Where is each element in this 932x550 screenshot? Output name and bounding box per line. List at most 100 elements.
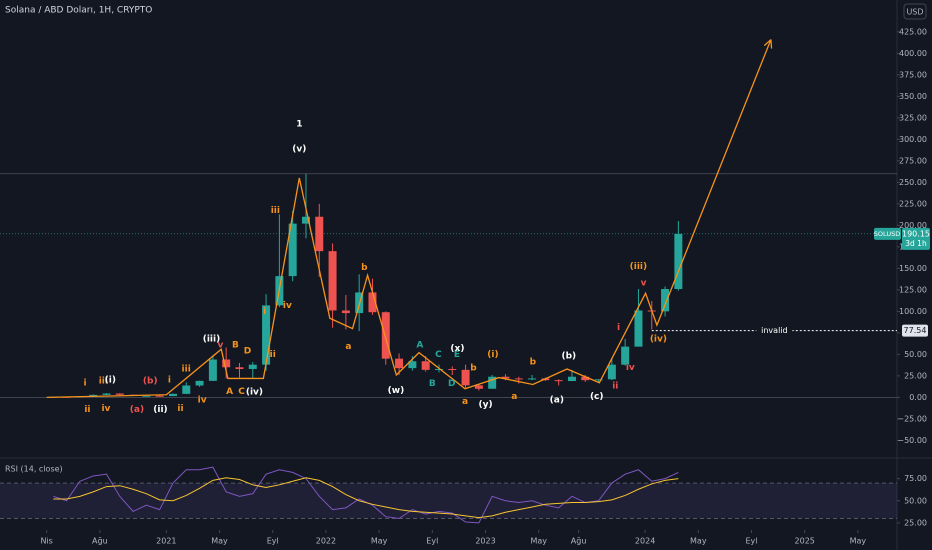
candle-body xyxy=(115,393,124,395)
wave-label: (i) xyxy=(105,376,116,386)
candle-body xyxy=(368,292,377,313)
x-tick-label: Ağu xyxy=(92,537,108,546)
wave-label: A xyxy=(226,387,233,397)
candle-body xyxy=(421,361,430,370)
wave-label: (v) xyxy=(292,144,306,154)
wave-label: A xyxy=(416,340,423,350)
y-tick-label: 350.00 xyxy=(899,92,927,101)
x-tick-label: May xyxy=(850,537,867,546)
candle-body xyxy=(567,376,576,382)
symbol-tag xyxy=(874,227,901,240)
y-tick-label: 0.00 xyxy=(909,393,927,402)
wave-label: B xyxy=(429,379,436,389)
wave-label: (iv) xyxy=(650,334,667,344)
wave-label: i xyxy=(617,323,620,333)
currency[interactable]: USD xyxy=(906,8,923,17)
wave-label: (c) xyxy=(590,392,604,402)
invalid-price: 77.54 xyxy=(904,326,927,335)
candle-body xyxy=(448,368,457,370)
candle-body xyxy=(528,378,537,380)
price-tag xyxy=(902,227,930,250)
wave-label: b xyxy=(530,358,537,368)
y-tick-label: 400.00 xyxy=(899,49,927,58)
x-tick-label: 2021 xyxy=(156,537,176,546)
y-tick-label: 200.00 xyxy=(899,221,927,230)
wave-label: ii xyxy=(612,382,618,392)
y-tick-label: 125.00 xyxy=(899,285,927,294)
wave-label: ii xyxy=(270,350,276,360)
candle-body xyxy=(594,379,603,381)
candle-body xyxy=(182,385,191,394)
wave-label: iv xyxy=(626,363,635,373)
last-price: 190.15 xyxy=(902,229,930,238)
wave-label: i xyxy=(83,378,86,388)
wave-label: iii xyxy=(99,377,108,387)
wave-label: a xyxy=(462,397,468,407)
wave-label: iii xyxy=(182,364,191,374)
wave-label: b xyxy=(470,364,477,374)
x-tick-label: Eyl xyxy=(426,537,438,546)
candle-body xyxy=(474,385,483,389)
y-tick-label: 325.00 xyxy=(899,113,927,122)
currency-button[interactable] xyxy=(903,3,927,20)
y-tick-label: 50.00 xyxy=(904,350,927,359)
wave-line xyxy=(46,39,772,399)
wave-label: i xyxy=(263,307,266,317)
candle-body xyxy=(195,380,204,386)
x-tick-label: 2024 xyxy=(635,537,655,546)
wave-label: (ii) xyxy=(153,405,167,415)
candle-body xyxy=(607,364,616,380)
wave-label: (y) xyxy=(478,400,492,410)
wave-label: ii xyxy=(84,405,90,415)
chart-title: Solana / ABD Doları, 1H, CRYPTO xyxy=(5,6,152,16)
x-tick-label: Nis xyxy=(40,537,52,546)
candle-body xyxy=(288,223,297,277)
rsi-title: RSI (14, close) xyxy=(5,465,63,474)
wave-label: E xyxy=(454,350,460,360)
wave-label: C xyxy=(435,350,442,360)
wave-label: iv xyxy=(198,395,207,405)
x-tick-label: May xyxy=(530,537,547,546)
y-tick-label: 275.00 xyxy=(899,156,927,165)
wave-label: (iii) xyxy=(630,262,647,272)
x-tick-label: Eyl xyxy=(745,537,757,546)
symbol: SOLUSD xyxy=(874,230,900,238)
invalid-price-tag xyxy=(902,324,928,337)
x-tick-label: 2025 xyxy=(795,537,815,546)
invalid-label-bg xyxy=(756,324,793,336)
candle-body xyxy=(248,364,257,369)
wave-arrowhead xyxy=(763,39,773,49)
wave-label: v xyxy=(217,340,223,350)
rsi-tick-label: 75.00 xyxy=(904,474,927,483)
y-tick-label: −25.00 xyxy=(897,414,927,423)
candle-body xyxy=(674,233,683,289)
candle-body xyxy=(395,358,404,369)
x-tick-label: Ağu xyxy=(571,537,587,546)
x-tick-label: May xyxy=(211,537,228,546)
wave-label: B xyxy=(232,340,239,350)
y-tick-label: 300.00 xyxy=(899,135,927,144)
candle-body xyxy=(621,346,630,365)
x-tick-label: 2023 xyxy=(475,537,495,546)
candle-body xyxy=(168,393,177,397)
wave-label: C xyxy=(238,387,245,397)
candle-body xyxy=(661,288,670,312)
candle-body xyxy=(581,376,590,381)
candle-body xyxy=(554,380,563,382)
x-tick-label: May xyxy=(371,537,388,546)
wave-label: iii xyxy=(271,206,280,216)
y-tick-label: 25.00 xyxy=(904,371,927,380)
candle-body xyxy=(102,393,111,395)
candle-body xyxy=(514,378,523,380)
wave-label: i xyxy=(168,376,171,386)
wave-label: ii xyxy=(177,404,183,414)
wave-label: (i) xyxy=(487,350,498,360)
wave-label: (iii) xyxy=(203,334,220,344)
wave-label: a xyxy=(345,342,351,352)
countdown: 3d 1h xyxy=(905,239,927,248)
candle-body xyxy=(301,216,310,224)
wave-label: (w) xyxy=(388,386,405,396)
